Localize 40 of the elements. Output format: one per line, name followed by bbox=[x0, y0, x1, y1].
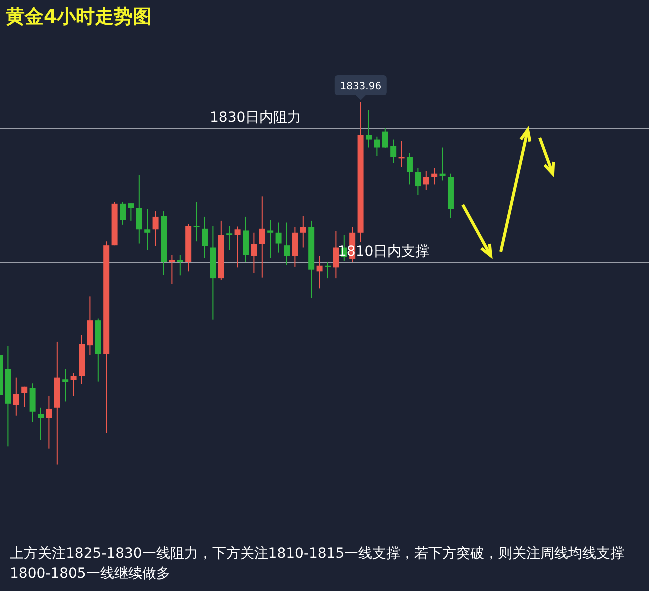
candlestick bbox=[374, 136, 380, 157]
candlestick bbox=[366, 110, 372, 148]
candlestick bbox=[62, 368, 69, 402]
candlestick bbox=[30, 383, 36, 423]
candlestick bbox=[152, 211, 159, 247]
candlestick bbox=[136, 174, 142, 244]
candlestick bbox=[300, 216, 306, 248]
candlestick bbox=[440, 147, 446, 182]
candlestick bbox=[406, 152, 413, 186]
candlestick bbox=[22, 386, 28, 408]
text: 上方关注1825-1830一线阻力，下方关注1810-1815一线支撑，若下方突破，则关注周线均线支撑1800-1805一线继续做多 bbox=[10, 545, 626, 584]
candlestick bbox=[194, 202, 200, 242]
candlestick bbox=[423, 170, 430, 192]
candlestick bbox=[251, 232, 258, 274]
candlestick bbox=[202, 216, 208, 259]
candlestick bbox=[38, 407, 44, 441]
candlestick bbox=[333, 230, 340, 280]
candlestick bbox=[316, 256, 323, 290]
candlestick bbox=[382, 128, 388, 149]
candlestick bbox=[324, 262, 331, 280]
candlestick bbox=[268, 220, 274, 259]
candlestick bbox=[284, 222, 290, 266]
candlestick bbox=[234, 226, 241, 268]
candlestick bbox=[120, 202, 126, 226]
candlestick bbox=[390, 139, 397, 164]
annotation: 1833.96 bbox=[340, 81, 382, 92]
candlestick bbox=[226, 226, 233, 251]
candlestick bbox=[398, 140, 405, 168]
ref-line-label: 1830日内阻力 bbox=[210, 110, 302, 126]
candlestick bbox=[415, 168, 422, 196]
candlestick bbox=[13, 377, 20, 416]
candlestick bbox=[46, 396, 52, 450]
candlestick bbox=[292, 226, 298, 268]
chart-title: 黄金4小时走势图 bbox=[6, 5, 152, 30]
candlestick bbox=[276, 222, 282, 254]
candlestick bbox=[144, 208, 151, 251]
candlestick bbox=[432, 168, 438, 186]
candlestick bbox=[70, 372, 77, 397]
candlestick bbox=[259, 196, 266, 278]
candlestick bbox=[128, 203, 134, 222]
